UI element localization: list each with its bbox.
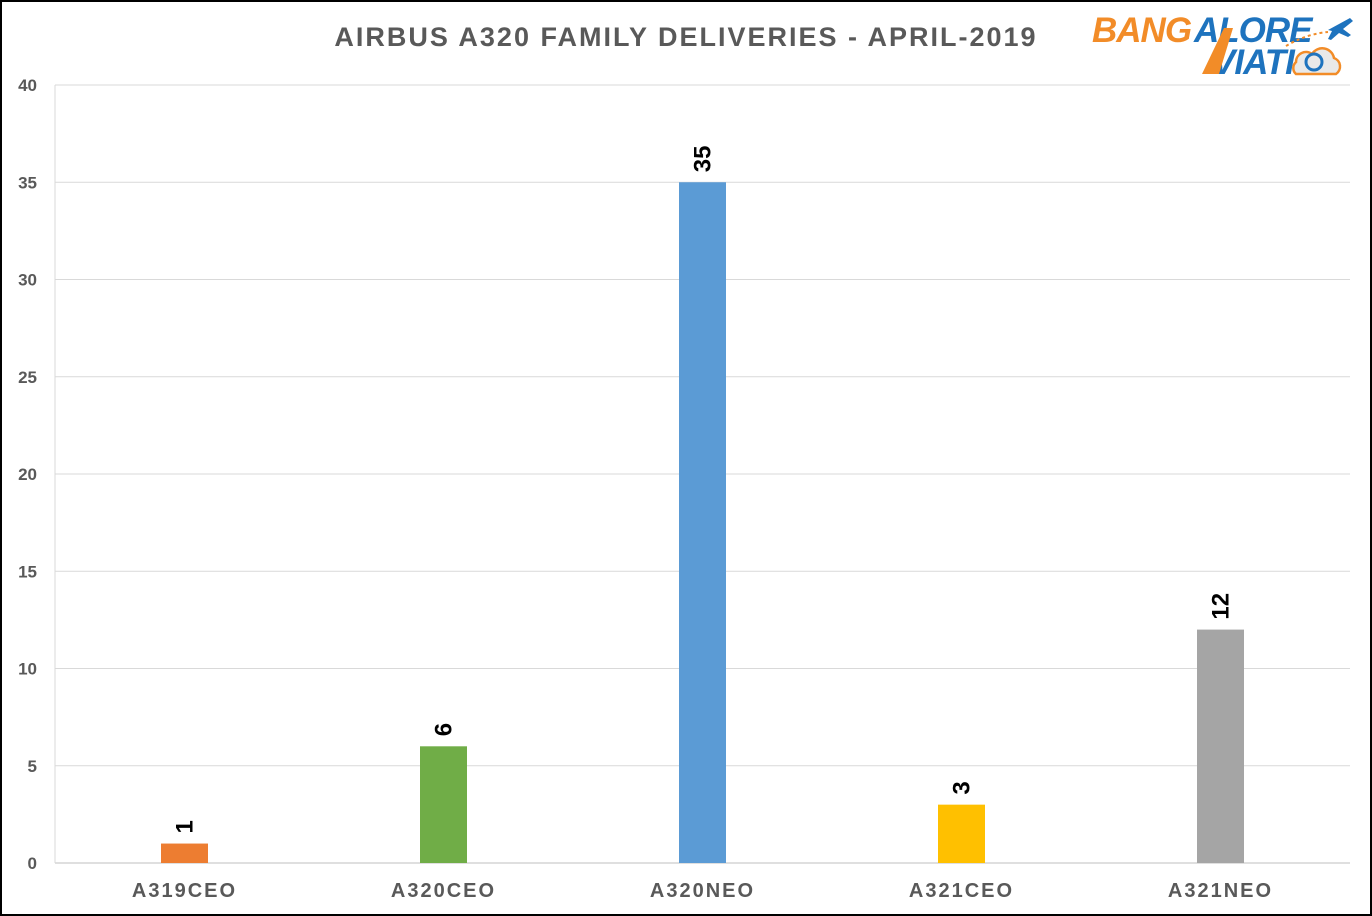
bar-a321neo [1197, 629, 1244, 863]
chart-title: AIRBUS A320 FAMILY DELIVERIES - APRIL-20… [334, 22, 1038, 52]
y-tick-label: 40 [18, 76, 37, 95]
data-labels: 1 6 35 3 12 [172, 146, 1235, 834]
x-tick-label: A320CEO [391, 880, 496, 902]
data-label: 6 [431, 723, 458, 736]
x-tick-label: A320NEO [650, 880, 755, 902]
bar-a320ceo [420, 746, 467, 863]
x-tick-label: A321NEO [1168, 880, 1273, 902]
data-label: 35 [690, 146, 717, 173]
y-tick-label: 20 [18, 465, 37, 484]
bars [161, 182, 1244, 863]
y-tick-label: 35 [18, 173, 37, 192]
x-axis: A319CEO A320CEO A320NEO A321CEO A321NEO [132, 880, 1273, 902]
bangalore-aviation-logo: BANG ALORE VIATI [1090, 6, 1362, 82]
y-axis: 0 5 10 15 20 25 30 35 40 [18, 76, 37, 873]
svg-text:ALORE: ALORE [1193, 11, 1314, 50]
x-tick-label: A319CEO [132, 880, 237, 902]
y-tick-label: 30 [18, 271, 37, 290]
y-tick-label: 5 [28, 757, 37, 776]
x-tick-label: A321CEO [909, 880, 1014, 902]
bar-a321ceo [938, 804, 985, 863]
y-tick-label: 15 [18, 562, 37, 581]
y-tick-label: 0 [28, 854, 37, 873]
y-tick-label: 25 [18, 368, 37, 387]
data-label: 3 [949, 781, 976, 794]
y-tick-label: 10 [18, 660, 37, 679]
bar-a319ceo [161, 843, 208, 863]
svg-text:BANG: BANG [1092, 11, 1192, 50]
data-label: 12 [1208, 593, 1235, 620]
data-label: 1 [172, 820, 199, 833]
bar-a320neo [679, 182, 726, 863]
